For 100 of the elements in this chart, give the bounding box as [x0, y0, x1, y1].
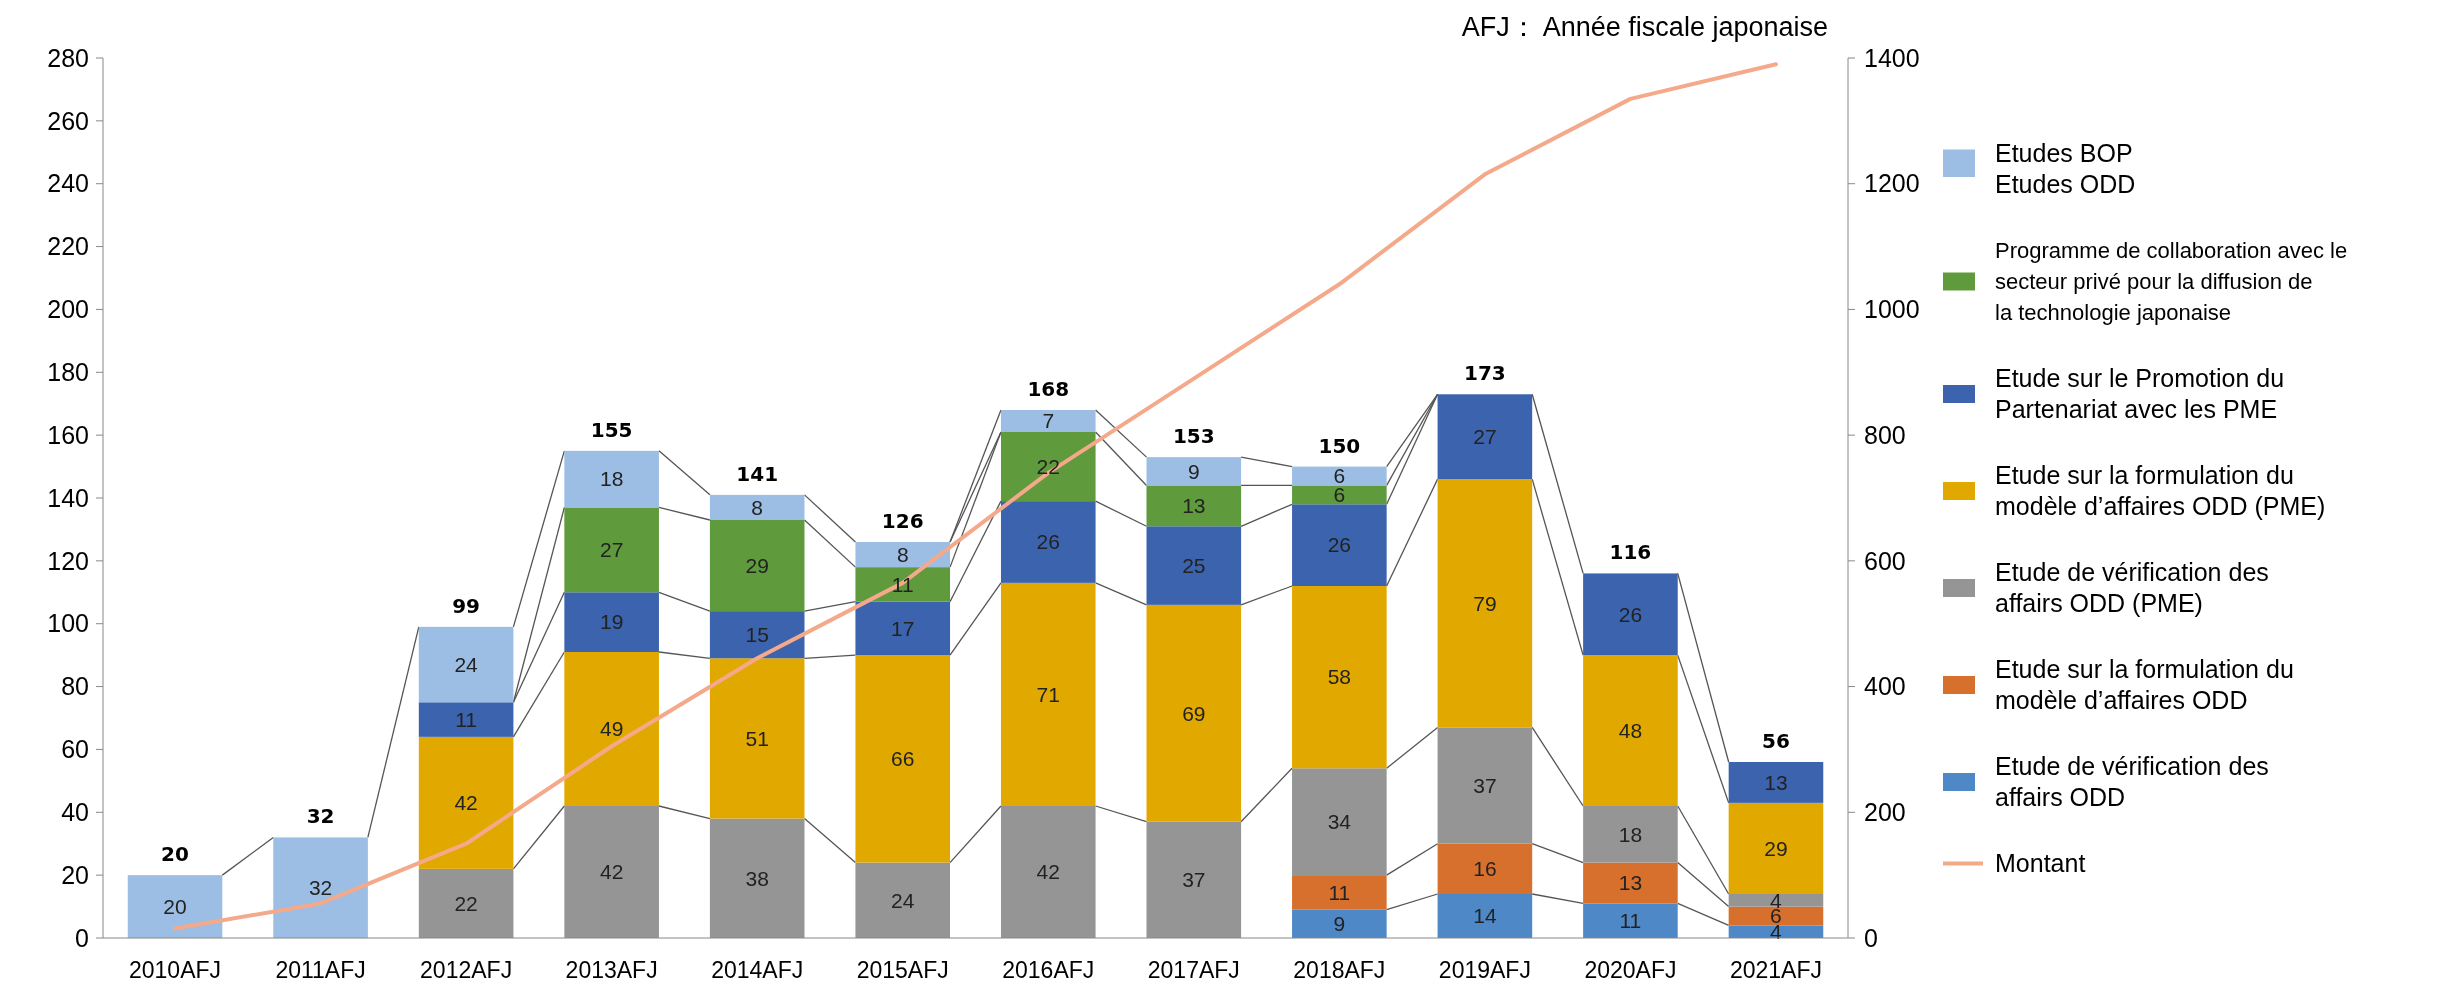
- bar: [1292, 909, 1387, 938]
- bar: [1000, 582, 1096, 806]
- bar: [564, 806, 659, 938]
- x-tick-label: 2019AFJ: [1438, 957, 1531, 983]
- data-label: 29: [745, 553, 769, 577]
- legend-label: Etude sur la formulation du modèle d’affaires ODD: [1995, 655, 2294, 715]
- bar: [1292, 466, 1387, 486]
- bar: [1437, 727, 1533, 844]
- data-label: 42: [1036, 860, 1060, 884]
- data-label: 37: [1182, 868, 1206, 892]
- y-tick-label: 20: [61, 860, 89, 889]
- bar: [1000, 410, 1096, 432]
- y2-tick-label: 800: [1864, 420, 1906, 449]
- y-tick-label: 0: [75, 923, 89, 952]
- total-label: 99: [452, 593, 481, 618]
- total-label: 116: [1609, 540, 1652, 565]
- bar: [1437, 394, 1533, 480]
- data-label: 79: [1473, 591, 1497, 615]
- data-label: 38: [745, 866, 769, 890]
- y2-tick-label: 1200: [1864, 169, 1920, 198]
- total-label: 155: [590, 417, 633, 442]
- y-tick-label: 80: [61, 672, 89, 701]
- total-label: 173: [1464, 361, 1506, 386]
- y-tick-label: 60: [61, 735, 89, 764]
- bar: [127, 875, 223, 938]
- x-tick-label: 2011AFJ: [275, 957, 366, 983]
- data-label: 19: [599, 610, 624, 634]
- bar: [1146, 821, 1242, 938]
- data-label: 42: [454, 791, 478, 815]
- total-label: 141: [736, 461, 779, 486]
- data-label: 24: [891, 888, 915, 912]
- y-tick-label: 160: [47, 420, 89, 449]
- data-label: 13: [1182, 494, 1206, 518]
- legend-label: Etudes BOP: [1995, 139, 2133, 168]
- bar: [855, 601, 951, 656]
- bar: [1437, 479, 1533, 728]
- data-label: 13: [1764, 770, 1788, 794]
- y-tick-label: 140: [47, 483, 89, 512]
- y2-tick-label: 600: [1864, 546, 1906, 575]
- y-tick-label: 220: [47, 232, 89, 261]
- bar: [273, 837, 368, 938]
- data-label: 20: [163, 894, 187, 918]
- bar: [1583, 573, 1678, 656]
- bar: [1292, 768, 1387, 876]
- data-label: 69: [1182, 701, 1206, 725]
- y-tick-label: 120: [47, 546, 89, 575]
- total-label: 150: [1318, 433, 1361, 458]
- bar: [1292, 485, 1387, 505]
- bar: [1000, 432, 1096, 502]
- data-label: 25: [1182, 553, 1206, 577]
- y-tick-label: 180: [47, 358, 89, 387]
- x-tick-label: 2015AFJ: [856, 957, 949, 983]
- data-label: 26: [1036, 530, 1060, 554]
- legend-label: Programme de collaboration avec le secteur privé pour la diffusion de la technologie japonaise: [1995, 238, 2348, 326]
- y2-tick-label: 200: [1864, 798, 1906, 827]
- bar: [855, 655, 951, 863]
- bar: [1000, 501, 1096, 583]
- x-tick-label: 2010AFJ: [129, 957, 222, 983]
- bar: [709, 611, 805, 659]
- data-label: 17: [891, 616, 915, 640]
- legend-label: Etudes ODD: [1995, 170, 2136, 199]
- data-label: 27: [599, 538, 624, 562]
- data-label: 15: [745, 623, 769, 647]
- y-tick-label: 200: [47, 295, 89, 324]
- total-label: 32: [306, 804, 335, 829]
- x-tick-label: 2013AFJ: [565, 957, 658, 983]
- bar: [564, 450, 659, 508]
- legend-label: Etude sur la formulation du modèle d’affaires ODD (PME): [1995, 461, 2326, 521]
- bar: [1437, 894, 1533, 938]
- bar: [709, 818, 805, 938]
- x-tick-label: 2016AFJ: [1002, 957, 1095, 983]
- data-label: 66: [891, 747, 915, 771]
- data-label: 9: [1333, 912, 1346, 936]
- bar: [1000, 806, 1096, 938]
- data-label: 71: [1036, 682, 1060, 706]
- bar: [1146, 457, 1242, 486]
- bar: [855, 542, 951, 568]
- y2-tick-label: 400: [1864, 672, 1906, 701]
- data-label: 18: [599, 467, 624, 491]
- data-label: 18: [1618, 822, 1643, 846]
- bar: [418, 736, 514, 869]
- bar: [1146, 485, 1242, 527]
- bar: [1583, 903, 1678, 938]
- legend-label: Etude sur le Promotion du Partenariat avec les PME: [1995, 364, 2285, 424]
- y2-tick-label: 1400: [1864, 43, 1920, 72]
- bar: [855, 862, 951, 938]
- bar: [564, 507, 659, 593]
- data-label: 11: [1619, 909, 1642, 933]
- x-tick-label: 2014AFJ: [711, 957, 804, 983]
- data-label: 11: [1328, 880, 1351, 904]
- bar: [1728, 894, 1824, 907]
- bar: [709, 658, 805, 819]
- y-tick-label: 260: [47, 106, 89, 135]
- legend-label: Etude de vérification des affairs ODD: [1995, 752, 2269, 812]
- data-label: 26: [1327, 533, 1352, 557]
- data-label: 37: [1473, 773, 1497, 797]
- data-label: 32: [308, 876, 333, 900]
- bar: [418, 626, 514, 703]
- bar: [1583, 862, 1678, 904]
- legend-label: Montant: [1995, 849, 2086, 878]
